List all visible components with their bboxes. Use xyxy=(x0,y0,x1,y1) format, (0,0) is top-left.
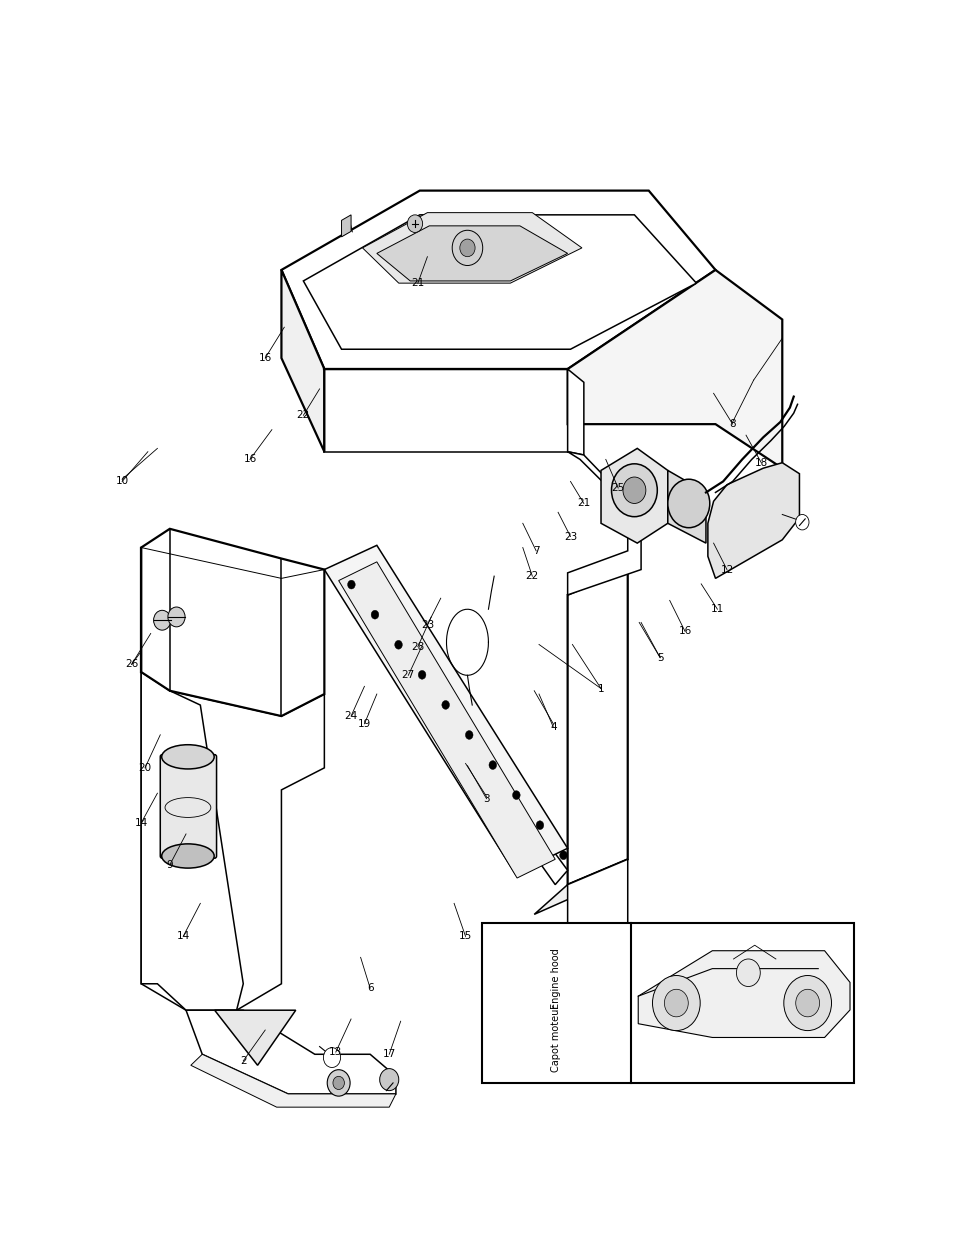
Text: 28: 28 xyxy=(411,642,424,652)
Circle shape xyxy=(379,1068,398,1091)
Text: 19: 19 xyxy=(357,719,371,729)
Circle shape xyxy=(667,479,709,527)
Text: 20: 20 xyxy=(138,763,152,773)
Text: ENGINE HOOD: ENGINE HOOD xyxy=(737,25,924,49)
Ellipse shape xyxy=(162,745,213,769)
Text: 15: 15 xyxy=(458,931,472,941)
Text: 26: 26 xyxy=(125,659,138,669)
Circle shape xyxy=(611,464,657,516)
Text: 14: 14 xyxy=(134,818,148,827)
Polygon shape xyxy=(567,369,583,454)
Circle shape xyxy=(452,230,482,266)
Text: 8: 8 xyxy=(729,419,735,429)
Polygon shape xyxy=(567,270,781,468)
Text: 7: 7 xyxy=(533,546,538,556)
Circle shape xyxy=(153,610,171,630)
Circle shape xyxy=(347,580,355,589)
Text: 12: 12 xyxy=(720,564,733,574)
Polygon shape xyxy=(281,270,324,452)
Circle shape xyxy=(395,640,402,650)
Polygon shape xyxy=(707,463,799,578)
Polygon shape xyxy=(141,672,324,1010)
Text: 16: 16 xyxy=(243,454,256,464)
Text: 27: 27 xyxy=(401,671,415,680)
Text: PAGE 56 — TANDEM ROLLER: T23, T26, T33 — PARTS & OPERATION MANUAL — REV. #4 (03/: PAGE 56 — TANDEM ROLLER: T23, T26, T33 —… xyxy=(74,1195,879,1210)
Polygon shape xyxy=(191,1055,395,1107)
Text: 16: 16 xyxy=(678,626,691,636)
Circle shape xyxy=(783,976,831,1030)
Text: 5: 5 xyxy=(657,652,662,663)
Circle shape xyxy=(736,960,760,987)
Bar xyxy=(481,924,853,1083)
Circle shape xyxy=(795,989,819,1016)
Circle shape xyxy=(512,790,519,799)
Circle shape xyxy=(652,976,700,1030)
Text: 14: 14 xyxy=(176,931,190,941)
Circle shape xyxy=(795,515,808,530)
FancyArrowPatch shape xyxy=(349,217,352,232)
Circle shape xyxy=(323,1047,340,1067)
Polygon shape xyxy=(324,546,567,873)
Circle shape xyxy=(417,671,425,679)
Polygon shape xyxy=(567,860,627,973)
Circle shape xyxy=(441,700,449,709)
Polygon shape xyxy=(567,569,627,884)
Circle shape xyxy=(663,989,687,1016)
Polygon shape xyxy=(214,1010,295,1066)
Polygon shape xyxy=(332,569,567,884)
Text: 6: 6 xyxy=(367,983,373,993)
Circle shape xyxy=(327,1070,350,1097)
Circle shape xyxy=(459,240,475,257)
Text: 9: 9 xyxy=(167,860,172,869)
Circle shape xyxy=(489,761,497,769)
Polygon shape xyxy=(141,672,243,1010)
Text: 17: 17 xyxy=(382,1050,395,1060)
Circle shape xyxy=(333,1077,344,1089)
Polygon shape xyxy=(638,951,849,1037)
Polygon shape xyxy=(567,452,640,595)
Text: 21: 21 xyxy=(577,499,590,509)
Polygon shape xyxy=(600,448,667,543)
Polygon shape xyxy=(186,1010,395,1094)
Polygon shape xyxy=(341,215,351,237)
Text: 24: 24 xyxy=(344,711,357,721)
Text: 25: 25 xyxy=(611,483,624,493)
Circle shape xyxy=(622,477,645,504)
Polygon shape xyxy=(667,471,705,543)
Text: 13: 13 xyxy=(329,1047,342,1057)
Ellipse shape xyxy=(162,844,213,868)
Text: 18: 18 xyxy=(754,458,767,468)
Text: 23: 23 xyxy=(563,531,577,541)
Polygon shape xyxy=(534,860,627,914)
Polygon shape xyxy=(141,529,324,716)
Circle shape xyxy=(371,610,378,619)
Text: 2: 2 xyxy=(240,1056,246,1066)
Polygon shape xyxy=(362,212,581,283)
Text: 1: 1 xyxy=(598,683,603,694)
Circle shape xyxy=(559,851,567,860)
Text: 16: 16 xyxy=(258,353,272,363)
Circle shape xyxy=(168,608,185,627)
FancyBboxPatch shape xyxy=(160,755,216,858)
Text: Engine hood: Engine hood xyxy=(551,948,560,1009)
Text: 22: 22 xyxy=(525,571,538,582)
Polygon shape xyxy=(303,215,696,350)
Circle shape xyxy=(536,821,543,830)
Text: 11: 11 xyxy=(710,604,723,614)
Circle shape xyxy=(465,731,473,740)
Text: Capot moteur: Capot moteur xyxy=(551,1004,560,1072)
Text: 22: 22 xyxy=(296,410,310,420)
Text: 21: 21 xyxy=(411,278,424,288)
Text: 10: 10 xyxy=(115,477,129,487)
Polygon shape xyxy=(376,226,567,280)
Circle shape xyxy=(407,215,422,232)
Text: 3: 3 xyxy=(483,794,489,804)
Polygon shape xyxy=(281,190,715,369)
Text: 23: 23 xyxy=(420,620,434,630)
Text: 4: 4 xyxy=(550,722,556,732)
Polygon shape xyxy=(338,562,555,878)
